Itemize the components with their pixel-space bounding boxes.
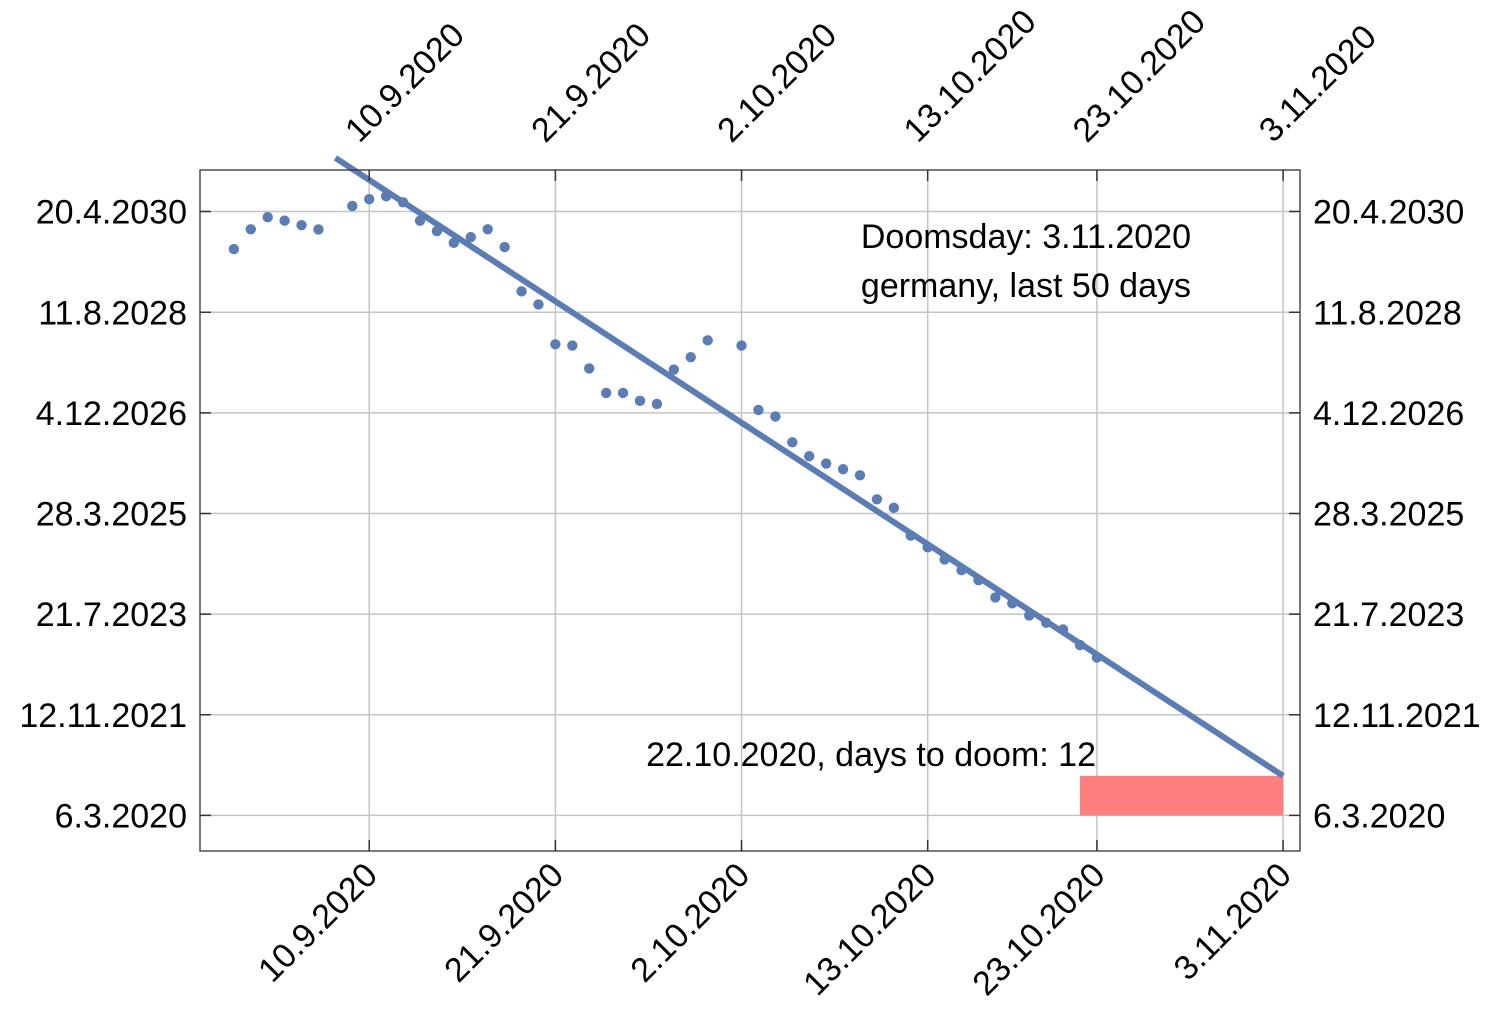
x-tick-label-top: 13.10.2020 [896, 2, 1043, 149]
data-point [499, 241, 510, 253]
data-point [228, 243, 240, 255]
data-point [787, 437, 798, 448]
data-point [550, 339, 561, 350]
data-point [820, 458, 832, 469]
y-tick-label-left: 11.8.2028 [38, 294, 187, 332]
days-to-doom-annotation: 22.10.2020, days to doom: 12 [646, 736, 1096, 774]
y-tick-label-left: 12.11.2021 [19, 697, 187, 735]
data-point [313, 224, 324, 235]
data-point [922, 542, 933, 553]
doom-highlight-band [1080, 775, 1284, 816]
y-tick-label-right: 21.7.2023 [1313, 596, 1464, 634]
data-point [956, 565, 967, 576]
x-tick-label-bottom: 13.10.2020 [796, 856, 943, 1003]
x-tick-label-bottom: 10.9.2020 [251, 856, 385, 990]
data-point [668, 364, 680, 375]
data-point [600, 387, 612, 399]
data-point [685, 351, 696, 363]
data-point [245, 224, 256, 235]
data-point [804, 450, 815, 462]
data-point [1040, 617, 1052, 628]
y-tick-label-left: 4.12.2026 [36, 395, 187, 433]
x-tick-label-bottom: 21.9.2020 [437, 856, 571, 990]
x-tick-label-bottom: 3.11.2020 [1167, 856, 1299, 988]
data-point [448, 237, 460, 249]
data-point [634, 395, 646, 407]
data-point [397, 197, 409, 208]
data-point [533, 299, 544, 310]
data-point [939, 554, 950, 565]
data-point [651, 398, 663, 410]
x-tick-label-bottom: 23.10.2020 [965, 856, 1112, 1003]
x-tick-label-top: 2.10.2020 [710, 16, 844, 150]
tick-labels: 10.9.2020 10.9.2020 21.9.2020 21.9.2020 2.10… [19, 2, 1480, 1003]
data-point [888, 502, 900, 514]
data-point [414, 215, 426, 226]
y-tick-label-right: 4.12.2026 [1313, 395, 1464, 433]
y-tick-label-left: 6.3.2020 [55, 797, 187, 835]
y-tick-label-right: 11.8.2028 [1313, 294, 1462, 332]
y-tick-label-left: 21.7.2023 [36, 596, 187, 634]
x-tick-label-bottom: 2.10.2020 [623, 856, 757, 990]
data-point [1024, 610, 1035, 621]
data-point [736, 340, 747, 351]
x-tick-label-top: 3.11.2020 [1252, 18, 1384, 150]
y-tick-label-left: 20.4.2030 [36, 193, 187, 231]
fit-line-group [333, 155, 1285, 779]
data-point [753, 404, 764, 416]
y-tick-label-right: 20.4.2030 [1313, 193, 1464, 231]
data-point [871, 494, 883, 505]
data-point [516, 286, 527, 297]
y-tick-label-left: 28.3.2025 [36, 496, 187, 534]
y-tick-label-right: 6.3.2020 [1313, 797, 1445, 835]
data-points [228, 191, 1103, 663]
data-point [364, 194, 375, 205]
country-annotation: germany, last 50 days [861, 267, 1191, 305]
data-point [617, 387, 629, 399]
y-tick-label-right: 28.3.2025 [1313, 496, 1464, 534]
x-tick-label-top: 21.9.2020 [524, 16, 658, 150]
x-tick-label-top: 23.10.2020 [1066, 2, 1213, 149]
data-point [262, 212, 273, 223]
data-point [990, 592, 1001, 603]
data-point [1091, 652, 1103, 663]
x-tick-label-top: 10.9.2020 [338, 16, 472, 150]
fit-line [333, 155, 1285, 779]
data-point [1007, 598, 1018, 609]
data-point [279, 215, 290, 226]
plot-frame [199, 169, 1301, 852]
data-point [973, 574, 984, 586]
data-point [347, 200, 358, 212]
data-point [837, 464, 849, 475]
data-point [905, 530, 916, 541]
data-point [431, 225, 443, 237]
data-point [380, 191, 392, 202]
grid-lines [200, 170, 1300, 851]
doomsday-annotation: Doomsday: 3.11.2020 [861, 218, 1191, 256]
data-point [1057, 624, 1069, 635]
data-point [702, 335, 713, 346]
axis-ticks [200, 170, 1300, 851]
data-point [465, 231, 476, 243]
data-point [1074, 639, 1086, 651]
data-point [482, 224, 493, 235]
data-point [584, 363, 595, 374]
data-point [296, 220, 307, 231]
data-point [567, 340, 578, 351]
y-tick-label-right: 12.11.2021 [1313, 697, 1481, 735]
data-point [770, 411, 781, 422]
data-point [854, 470, 866, 481]
